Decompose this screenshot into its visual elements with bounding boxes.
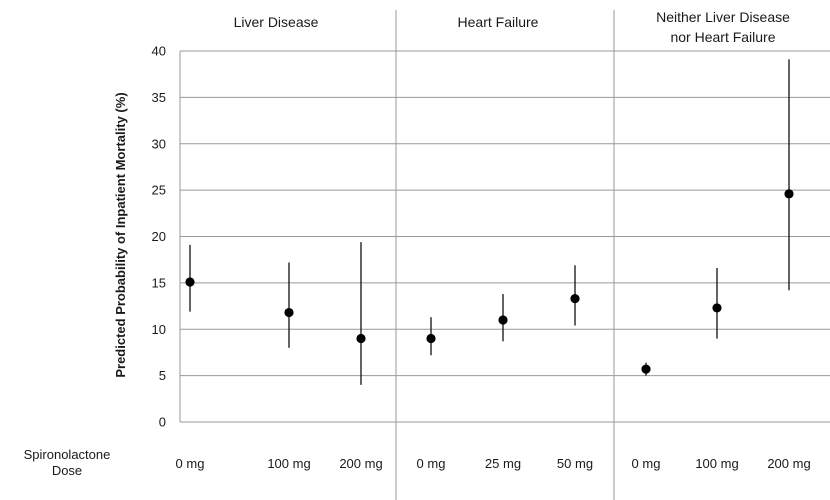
x-tick-label: 100 mg [267,456,310,471]
grid-layer [179,50,830,423]
y-tick-label-25: 25 [152,183,166,198]
x-tick-label: 0 mg [632,456,661,471]
y-tick-label-30: 30 [152,136,166,151]
x-tick-label: 0 mg [176,456,205,471]
y-tick-label-40: 40 [152,44,166,59]
x-tick-labels: 0 mg 100 mg 200 mg 0 mg 25 mg 50 mg 0 mg 100 mg… [176,456,811,471]
panel-titles: Liver Disease Heart Failure Neither Liver … [234,9,791,45]
y-tick-label-10: 10 [152,322,166,337]
y-tick-label-35: 35 [152,90,166,105]
data-point [356,333,366,344]
x-tick-label: 50 mg [557,456,593,471]
row-label-line: Spironolactone [24,447,111,462]
panel-title-3: Neither Liver Disease [656,9,790,25]
x-tick-label: 0 mg [417,456,446,471]
data-point [498,315,508,325]
panel-title-1: Liver Disease [234,14,319,30]
panel-title-3: nor Heart Failure [670,29,775,45]
dose-row-label: Spironolactone Dose [24,447,111,478]
data-point [784,189,794,199]
data-points [185,189,794,374]
data-point [185,277,195,287]
data-point [712,303,722,313]
y-tick-label-15: 15 [152,275,166,290]
x-tick-label: 200 mg [339,456,382,471]
panel-dividers [395,10,615,500]
error-bars [189,59,790,385]
y-tick-label-5: 5 [159,368,166,383]
x-tick-label: 200 mg [767,456,810,471]
x-tick-label: 25 mg [485,456,521,471]
x-tick-label: 100 mg [695,456,738,471]
data-point [641,364,651,374]
y-tick-label-0: 0 [159,415,166,430]
data-point [284,307,294,318]
row-label-line: Dose [52,463,82,478]
panel-title-2: Heart Failure [458,14,539,30]
y-tick-label-20: 20 [152,229,166,244]
data-point [570,294,580,304]
y-tick-labels: 0 5 10 15 20 25 30 35 40 [152,44,166,430]
data-point [426,333,436,344]
y-axis-title: Predicted Probability of Inpatient Morta… [113,92,128,377]
